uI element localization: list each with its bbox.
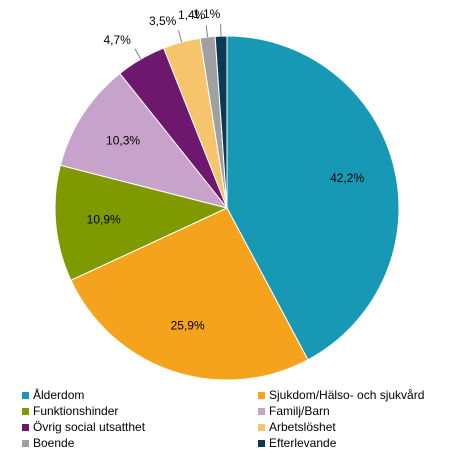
legend-item-sjukdom-halso-och-sjukvard: Sjukdom/Hälso- och sjukvård [258,388,442,402]
legend-swatch-ovrig-social-utsatthet [22,423,29,431]
legend-item-arbetsloshet: Arbetslöshet [258,420,442,434]
legend-label-alderdom: Ålderdom [33,388,85,402]
legend-label-ovrig-social-utsatthet: Övrig social utsatthet [33,420,146,434]
leader-line-boende [205,25,209,38]
pie-slice-sjukdom-halso-och-sjukvard [70,207,309,381]
legend-label-boende: Boende [33,436,75,450]
legend-swatch-efterlevande [258,439,265,447]
pie-slice-funktionshinder [54,164,229,281]
legend-swatch-funktionshinder [22,407,29,415]
leader-lines [134,24,222,60]
legend-item-boende: Boende [22,436,258,450]
data-label-alderdom: 42,2% [330,171,364,185]
legend-item-efterlevande: Efterlevande [258,436,442,450]
pie-slices [54,35,400,381]
legend-swatch-boende [22,439,29,447]
data-label-ovrig-social-utsatthet: 4,7% [103,33,131,47]
data-label-boende: 1,4% [178,8,206,22]
data-label-funktionshinder: 10,9% [87,212,121,226]
legend-label-funktionshinder: Funktionshinder [33,404,119,418]
data-labels: 42,2% 25,9% 10,9% 10,3% 4,7% 3,5% 1,4%1,1% [87,7,365,332]
data-label-familj-barn: 10,3% [106,134,140,148]
leader-line-arbetsloshet [177,30,183,43]
data-label-arbetsloshet: 3,5% [149,14,177,28]
pie-slice-alderdom [226,35,400,361]
legend-swatch-alderdom [22,391,29,399]
legend-swatch-familj-barn [258,407,265,415]
legend-swatch-arbetsloshet [258,423,265,431]
data-label-efterlevande: 1,1% [193,7,221,21]
legend-item-funktionshinder: Funktionshinder [22,404,258,418]
legend: Ålderdom Sjukdom/Hälso- och sjukvård Funkt… [22,388,442,450]
legend-label-familj-barn: Familj/Barn [269,404,330,418]
pie-slice-familj-barn [59,72,229,209]
legend-item-ovrig-social-utsatthet: Övrig social utsatthet [22,420,258,434]
leader-line-ovrig-social-utsatthet [134,48,142,60]
legend-label-arbetsloshet: Arbetslöshet [269,420,336,434]
data-label-sjukdom-halso-och-sjukvard: 25,9% [171,318,205,332]
legend-item-familj-barn: Familj/Barn [258,404,442,418]
legend-item-alderdom: Ålderdom [22,388,258,402]
legend-swatch-sjukdom-halso-och-sjukvard [258,391,265,399]
legend-label-sjukdom-halso-och-sjukvard: Sjukdom/Hälso- och sjukvård [269,388,425,402]
legend-label-efterlevande: Efterlevande [269,436,337,450]
